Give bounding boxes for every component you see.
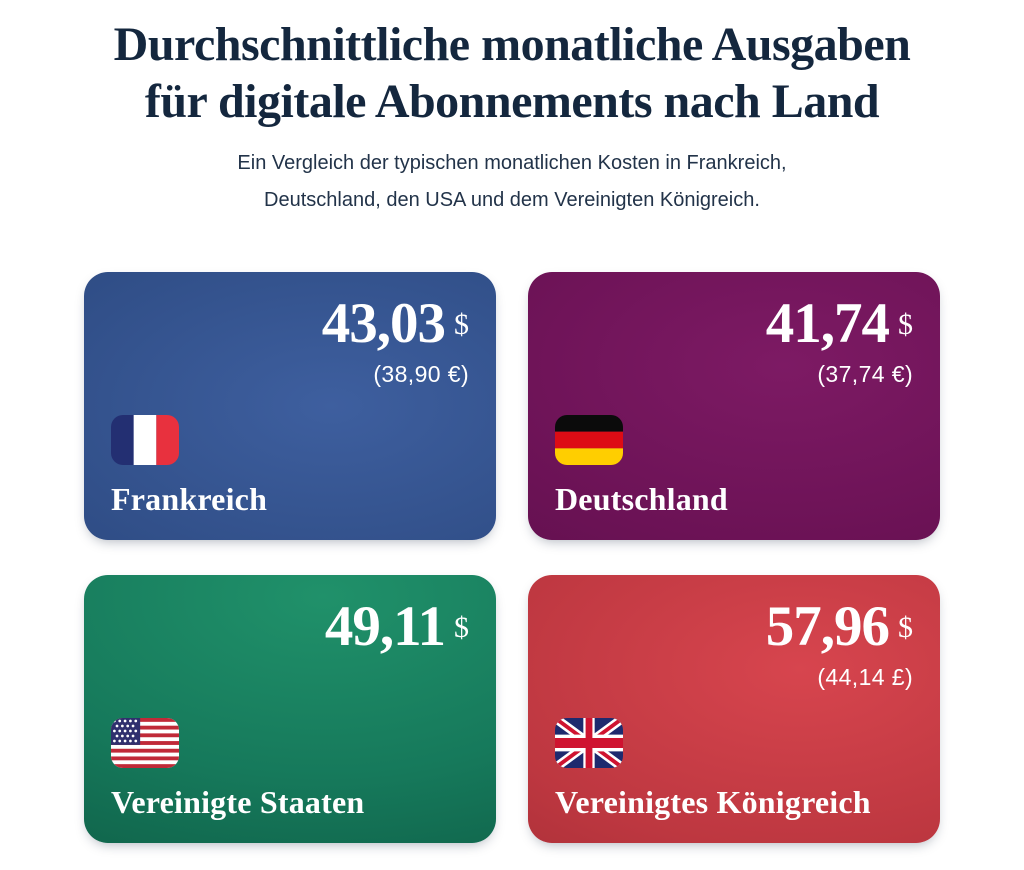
title-line-2: für digitale Abonnements nach Land: [144, 74, 880, 128]
france-flag-icon: [111, 415, 179, 466]
value-block: 49,11 $: [325, 598, 469, 664]
value-block: 57,96 $ (44,14 £): [766, 598, 913, 691]
value-usd: 43,03: [321, 292, 446, 356]
value-block: 41,74 $ (37,74 €): [766, 295, 913, 388]
value-converted: (44,14 £): [817, 664, 913, 691]
value-line: 57,96 $: [766, 598, 913, 655]
subtitle-line-1: Ein Vergleich der typischen monatlichen …: [237, 152, 787, 175]
usa-flag-icon: [111, 718, 179, 769]
value-converted: (38,90 €): [373, 361, 469, 388]
title-line-1: Durchschnittliche monatliche Ausgaben: [113, 18, 911, 71]
currency-symbol: $: [454, 308, 469, 342]
country-label: Vereinigte Staaten: [111, 784, 365, 821]
subtitle-line-2: Deutschland, den USA und dem Vereinigten…: [264, 189, 760, 212]
value-line: 41,74 $: [766, 295, 913, 352]
country-label: Vereinigtes Königreich: [555, 784, 871, 821]
currency-symbol: $: [898, 611, 913, 645]
value-usd: 41,74: [765, 292, 890, 356]
value-block: 43,03 $ (38,90 €): [322, 295, 469, 388]
value-usd: 49,11: [324, 595, 446, 659]
page-title: Durchschnittliche monatliche Ausgaben für…: [0, 17, 1024, 130]
header: Durchschnittliche monatliche Ausgaben für…: [0, 0, 1024, 219]
germany-flag-icon: [555, 415, 623, 466]
infographic: Durchschnittliche monatliche Ausgaben für…: [0, 0, 1024, 844]
country-card-usa: 49,11 $: [84, 575, 496, 844]
subtitle: Ein Vergleich der typischen monatlichen …: [0, 145, 1024, 219]
country-cards-grid: 43,03 $ (38,90 €) Frankreich 41,74 $: [0, 272, 1024, 844]
country-label: Deutschland: [555, 481, 728, 518]
uk-flag-icon: [555, 718, 623, 769]
country-label: Frankreich: [111, 481, 268, 518]
value-line: 43,03 $: [322, 295, 469, 352]
value-converted: (37,74 €): [817, 361, 913, 388]
country-card-uk: 57,96 $ (44,14 £) Vereinigtes Königreich: [528, 575, 940, 844]
currency-symbol: $: [898, 308, 913, 342]
currency-symbol: $: [454, 611, 469, 645]
value-line: 49,11 $: [325, 598, 469, 655]
country-card-france: 43,03 $ (38,90 €) Frankreich: [84, 272, 496, 541]
country-card-germany: 41,74 $ (37,74 €) Deutschland: [528, 272, 940, 541]
value-usd: 57,96: [765, 595, 890, 659]
